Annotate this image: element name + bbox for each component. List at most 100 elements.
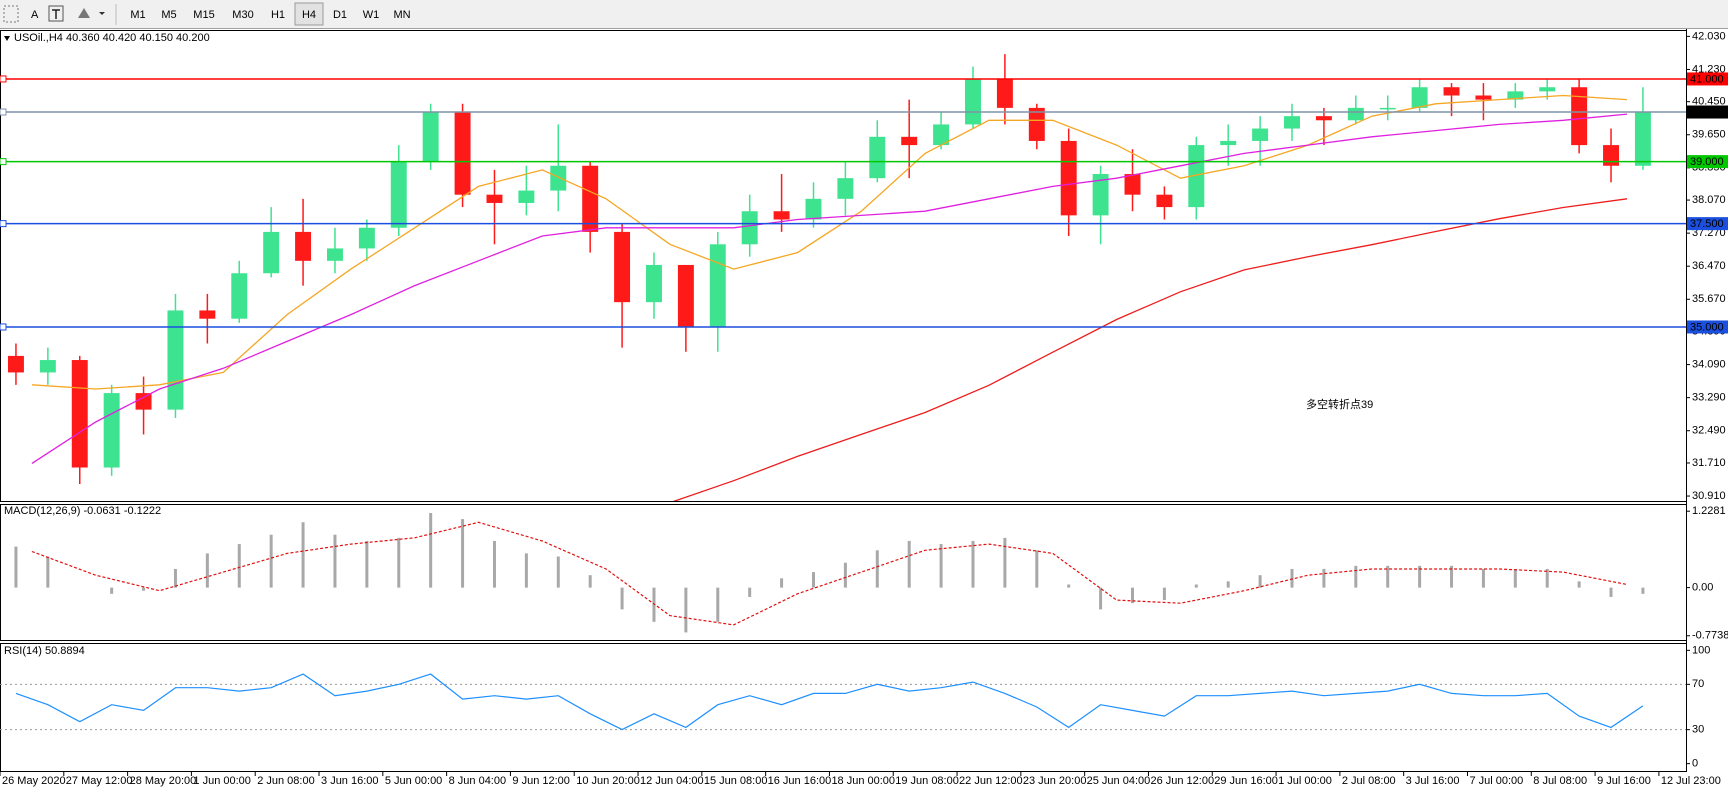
timeframe-button[interactable]: M1 (130, 9, 145, 21)
x-tick-label: 3 Jun 16:00 (321, 775, 379, 787)
candle-body (486, 194, 503, 203)
candle-body (39, 360, 56, 373)
candle-body (390, 161, 407, 228)
moving-average (31, 113, 1628, 464)
candle-body (1124, 174, 1141, 195)
shapes-tool[interactable] (78, 8, 105, 18)
candle-body (71, 360, 88, 468)
y-tick-label: 42.030 (1692, 30, 1726, 42)
candle-body (550, 165, 567, 191)
level-marker (0, 220, 7, 228)
timeframe-button[interactable]: H4 (302, 9, 316, 21)
x-tick-label: 2 Jul 08:00 (1342, 775, 1396, 787)
y-tick-label: 34.090 (1692, 358, 1726, 370)
candle-body (933, 124, 950, 146)
candle-body (773, 211, 790, 220)
candle-body (199, 310, 216, 319)
level-label-box (1687, 320, 1728, 334)
timeframe-button[interactable]: H1 (271, 9, 285, 21)
candle-body (1252, 128, 1269, 141)
chart-title: USOil.,H4 40.360 40.420 40.150 40.200 (14, 32, 210, 44)
candle-body (1539, 87, 1556, 92)
cursor-icon[interactable] (3, 5, 19, 23)
toolbar (0, 0, 1728, 29)
candle-body (263, 231, 280, 274)
x-tick-label: 9 Jul 16:00 (1597, 775, 1651, 787)
y-tick-label: 40.450 (1692, 96, 1726, 108)
level-label: 37.500 (1690, 218, 1724, 230)
x-tick-label: 7 Jul 00:00 (1469, 775, 1523, 787)
x-tick-label: 5 Jun 00:00 (385, 775, 443, 787)
active-timeframe (294, 2, 324, 26)
moving-average (672, 198, 1628, 501)
candle-body (1507, 91, 1524, 100)
candle-body (677, 264, 694, 327)
x-tick-label: 3 Jul 16:00 (1406, 775, 1460, 787)
candle-body (358, 227, 375, 249)
candle-body (1060, 140, 1077, 216)
candle-body (1092, 174, 1109, 216)
panel-plot (14, 512, 1645, 633)
timeframe-button[interactable]: M15 (193, 9, 214, 21)
candle-body (1284, 116, 1300, 129)
candle-body (996, 78, 1013, 108)
signal-line (31, 521, 1628, 626)
y-tick-label: 38.070 (1692, 194, 1726, 206)
candle-body (454, 112, 471, 195)
level-marker (0, 75, 7, 83)
y-tick-label: 0.00 (1692, 582, 1713, 594)
indicator-title: MACD(12,26,9) -0.0631 -0.1222 (4, 505, 161, 517)
panel-frame (0, 504, 1687, 641)
candle-body (103, 393, 120, 468)
level-marker (0, 108, 7, 116)
candle-body (1411, 87, 1428, 108)
candle-body (614, 231, 631, 303)
candle-body (1220, 140, 1237, 146)
y-tick-label: 35.670 (1692, 293, 1726, 305)
timeframe-button[interactable]: W1 (363, 9, 380, 21)
x-tick-label: 8 Jul 08:00 (1533, 775, 1587, 787)
x-tick-label: 9 Jun 12:00 (512, 775, 570, 787)
label-tool[interactable] (48, 5, 64, 22)
candle-body (1315, 116, 1332, 121)
candle-body (582, 165, 599, 232)
panel-plot (7, 54, 1651, 501)
annotation: 多空转折点39 (1306, 397, 1373, 411)
y-tick-label: 1.2281 (1692, 505, 1726, 517)
level-marker (0, 323, 7, 331)
panel-frame (0, 30, 1687, 502)
indicator-title: RSI(14) 50.8894 (4, 645, 85, 657)
moving-average (31, 94, 1628, 390)
level-marker (0, 158, 7, 166)
x-tick-label: 26 Jun 12:00 (1150, 775, 1214, 787)
timeframe-button[interactable]: D1 (333, 9, 347, 21)
candle-body (326, 248, 343, 261)
text-tool[interactable]: A (31, 9, 39, 21)
timeframe-button[interactable]: M30 (232, 9, 253, 21)
candle-body (167, 310, 184, 410)
y-tick-label: 31.710 (1692, 457, 1726, 469)
level-label-box (1687, 72, 1728, 86)
level-label: 35.000 (1690, 321, 1724, 333)
timeframe-button[interactable]: MN (393, 9, 410, 21)
y-tick-label: 36.470 (1692, 260, 1726, 272)
x-tick-label: 15 Jun 08:00 (704, 775, 768, 787)
level-label: 41.000 (1690, 73, 1724, 85)
x-tick-label: 23 Jun 20:00 (1023, 775, 1087, 787)
x-tick-label: 18 Jun 00:00 (831, 775, 895, 787)
y-tick-label: 41.230 (1692, 63, 1726, 75)
candle-body (1028, 107, 1045, 141)
timeframe-button[interactable]: M5 (161, 9, 176, 21)
x-tick-label: 2 Jun 08:00 (257, 775, 315, 787)
candle-body (1475, 95, 1492, 100)
y-tick-label: 0 (1692, 758, 1698, 770)
x-tick-label: 12 Jun 04:00 (640, 775, 704, 787)
x-tick-label: 1 Jun 00:00 (193, 775, 251, 787)
candle-body (901, 136, 918, 146)
y-tick-label: 100 (1692, 644, 1710, 656)
candle-body (741, 211, 758, 245)
candle-body (965, 78, 981, 125)
x-tick-label: 28 May 20:00 (130, 775, 197, 787)
y-tick-label: -0.7738 (1692, 630, 1728, 642)
candle-body (1443, 87, 1460, 96)
